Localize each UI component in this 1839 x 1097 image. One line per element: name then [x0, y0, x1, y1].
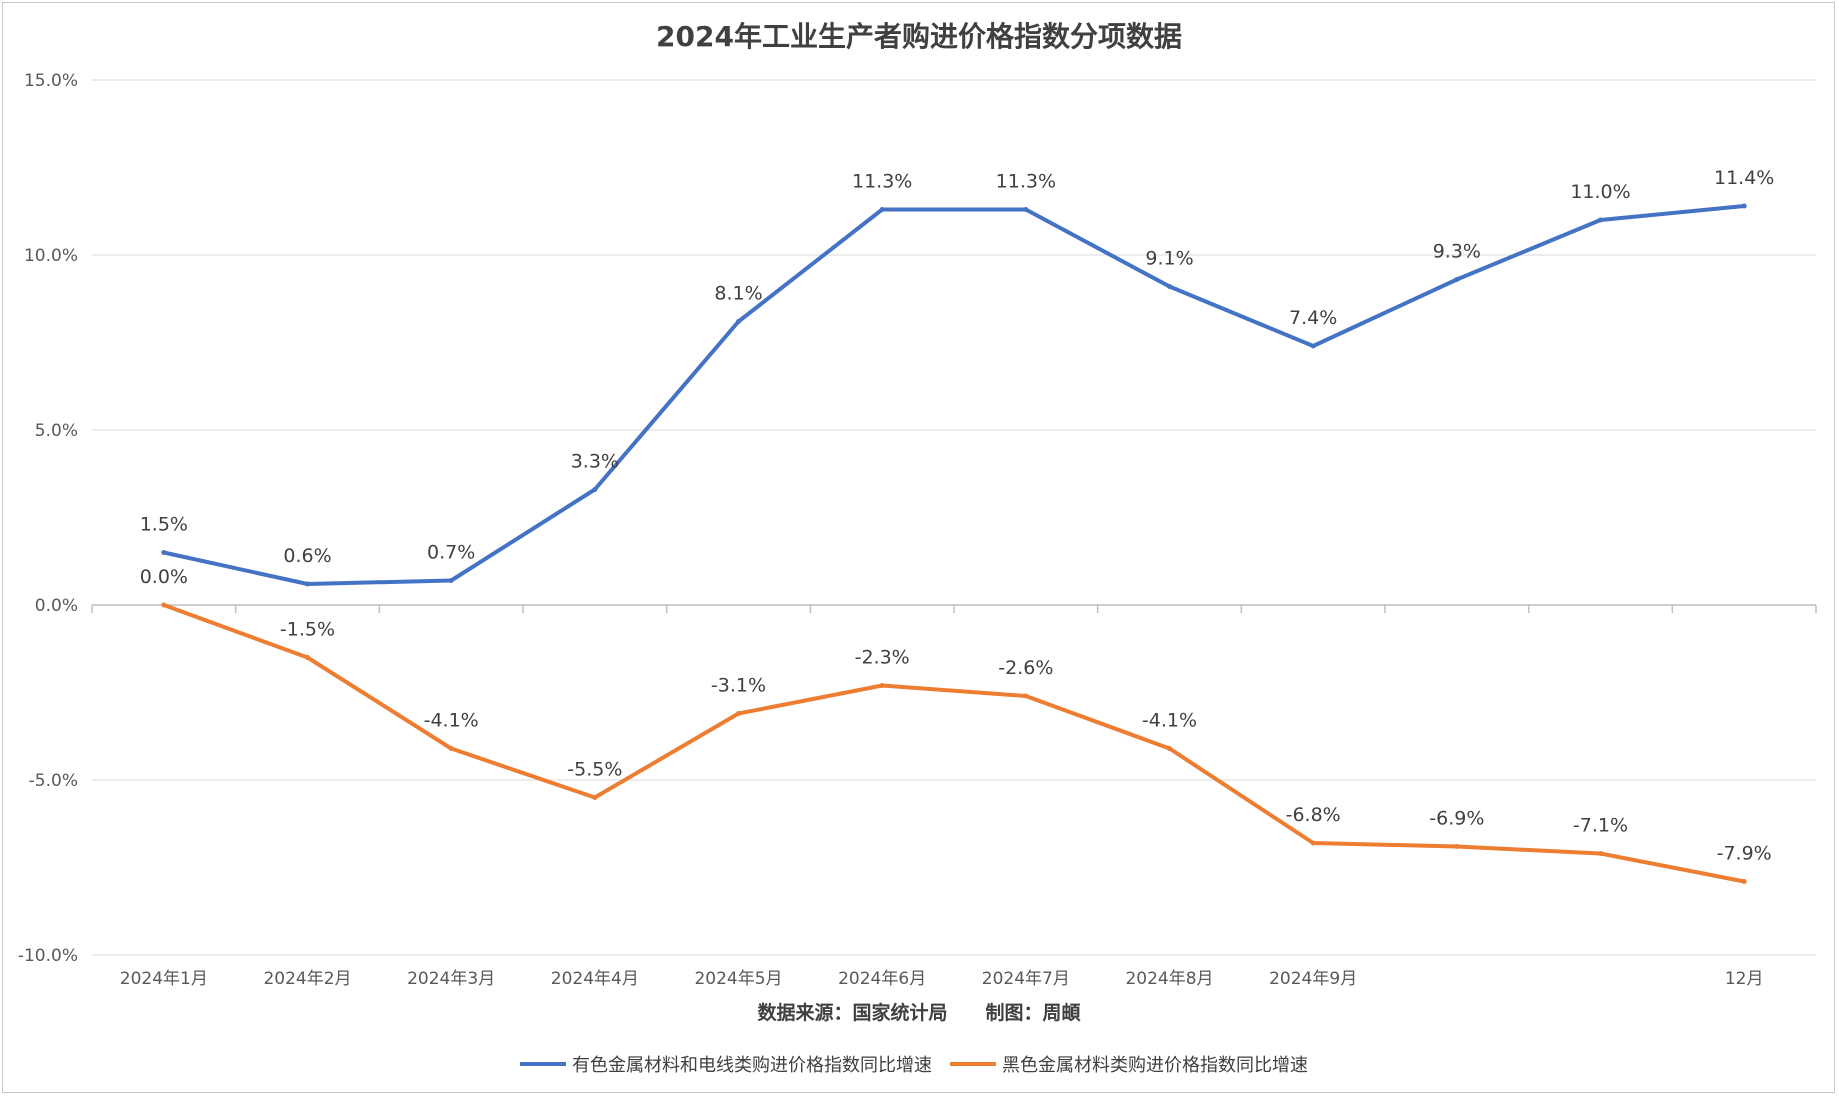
data-point — [1741, 203, 1747, 209]
y-tick-label: 0.0% — [35, 596, 78, 616]
x-tick-label: 2024年1月 — [120, 969, 208, 989]
data-labels: 1.5% 0.6% 0.7% 3.3% 8.1% 11.3% 11.3% 9.1% 7.4% 9.… — [140, 167, 1775, 865]
data-point — [1167, 284, 1172, 289]
data-label: -5.5% — [567, 759, 622, 781]
data-label: 0.7% — [427, 542, 475, 564]
data-label: 8.1% — [714, 283, 762, 305]
data-point — [1598, 851, 1603, 856]
data-label: -6.8% — [1286, 804, 1341, 826]
x-tick-label: 12月 — [1725, 969, 1764, 989]
data-point — [736, 711, 741, 716]
data-label: 0.0% — [140, 566, 188, 588]
legend: 有色金属材料和电线类购进价格指数同比增速 黑色金属材料类购进价格指数同比增速 — [520, 1055, 1308, 1076]
data-label: 11.0% — [1570, 181, 1630, 203]
data-label: -3.1% — [711, 675, 766, 697]
data-label: -2.3% — [855, 647, 910, 669]
x-tick-label: 2024年5月 — [694, 969, 782, 989]
data-label: -4.1% — [424, 710, 479, 732]
legend-label-1: 有色金属材料和电线类购进价格指数同比增速 — [572, 1055, 932, 1076]
data-point — [879, 207, 885, 212]
data-point — [592, 487, 598, 492]
data-label: 9.3% — [1433, 241, 1481, 263]
data-point — [305, 581, 310, 587]
series-line-1 — [161, 204, 1747, 586]
y-tick-label: -5.0% — [29, 771, 78, 791]
data-point — [1454, 277, 1460, 282]
grid-lines — [91, 79, 1817, 956]
data-label: 0.6% — [283, 545, 331, 567]
data-label: -7.9% — [1717, 843, 1772, 865]
x-tick-label: 2024年2月 — [263, 969, 351, 989]
y-tick-label: 10.0% — [24, 246, 78, 266]
data-point — [879, 683, 885, 688]
series-lines — [161, 203, 1747, 884]
data-point — [161, 602, 167, 608]
data-label: 11.4% — [1714, 167, 1774, 189]
data-point — [1454, 844, 1460, 849]
x-tick-label: 2024年7月 — [982, 969, 1070, 989]
data-label: -4.1% — [1142, 710, 1197, 732]
data-point — [448, 746, 454, 751]
data-point — [1741, 879, 1747, 884]
data-point — [736, 319, 741, 324]
data-point — [448, 578, 454, 583]
chart-title: 2024年工业生产者购进价格指数分项数据 — [656, 20, 1182, 53]
data-point — [592, 795, 598, 800]
source-note: 数据来源：国家统计局 制图：周頔 — [757, 1001, 1081, 1024]
y-tick-label: 15.0% — [24, 71, 78, 91]
data-point — [305, 655, 310, 660]
data-label: -6.9% — [1429, 808, 1484, 830]
series-line-2 — [161, 603, 1747, 884]
data-label: 3.3% — [571, 451, 619, 473]
data-point — [1310, 343, 1316, 349]
data-point — [1023, 207, 1029, 212]
data-label: 1.5% — [140, 514, 188, 536]
x-tick-label: 2024年3月 — [407, 969, 495, 989]
data-label: 11.3% — [996, 171, 1056, 193]
data-label: -1.5% — [280, 619, 335, 641]
legend-label-2: 黑色金属材料类购进价格指数同比增速 — [1002, 1055, 1308, 1076]
data-label: -2.6% — [998, 657, 1053, 679]
x-tick-label: 2024年9月 — [1269, 969, 1357, 989]
x-tick-label: 2024年8月 — [1125, 969, 1213, 989]
data-label: -7.1% — [1573, 815, 1628, 837]
data-label: 9.1% — [1145, 248, 1193, 270]
data-label: 7.4% — [1289, 307, 1337, 329]
data-point — [1023, 693, 1029, 699]
data-point — [1310, 840, 1316, 846]
data-point — [1598, 217, 1603, 223]
x-tick-label: 2024年4月 — [551, 969, 639, 989]
x-axis-ticks: 2024年1月 2024年2月 2024年3月 2024年4月 2024年5月 2024年… — [120, 969, 1764, 989]
data-point — [161, 550, 167, 555]
y-tick-label: 5.0% — [35, 421, 78, 441]
x-tick-label: 2024年6月 — [838, 969, 926, 989]
data-point — [1167, 746, 1172, 751]
y-axis-ticks: 15.0% 10.0% 5.0% 0.0% -5.0% -10.0% — [18, 71, 78, 966]
y-tick-label: -10.0% — [18, 946, 78, 966]
data-label: 11.3% — [852, 171, 912, 193]
